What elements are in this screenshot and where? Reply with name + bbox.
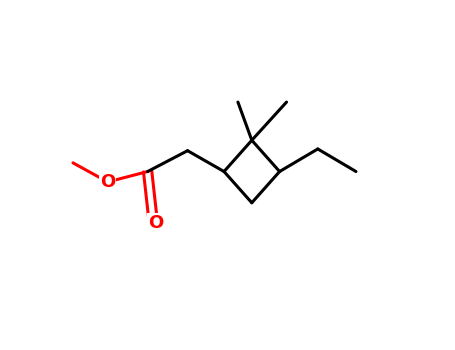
Text: O: O xyxy=(100,173,115,191)
Text: O: O xyxy=(148,214,163,232)
